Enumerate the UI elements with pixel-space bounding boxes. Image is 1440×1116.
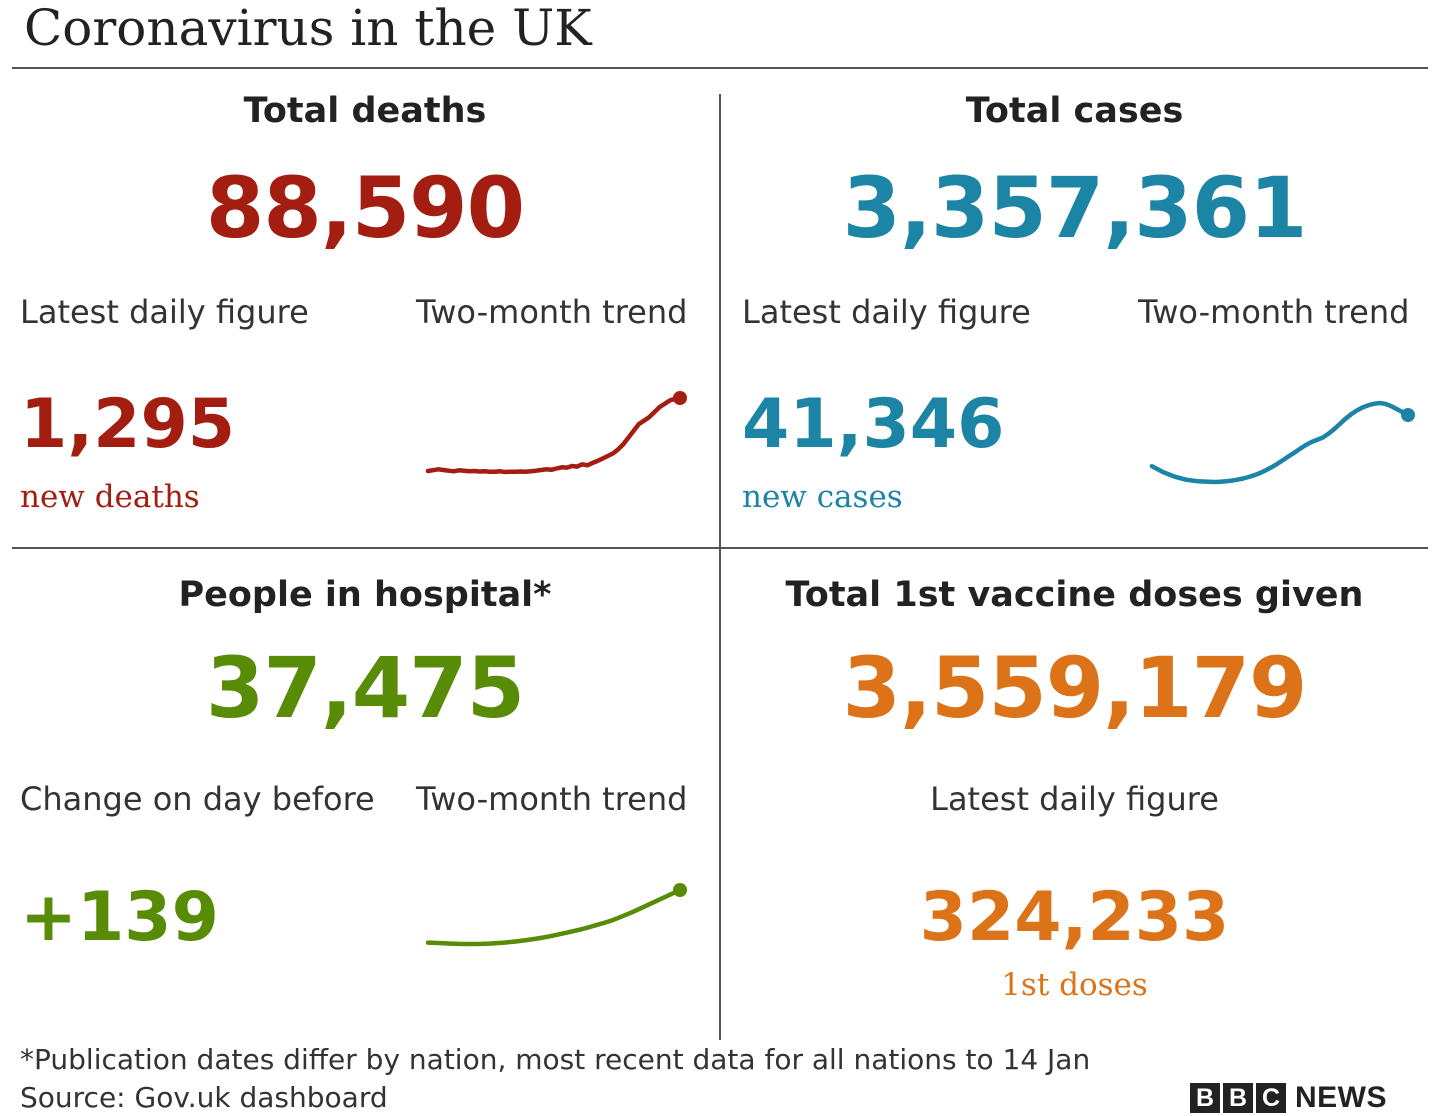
bbc-news-logo: B B C NEWS bbox=[1190, 1081, 1387, 1115]
cases-trend-line bbox=[1149, 400, 1411, 485]
deaths-title: Total deaths bbox=[243, 91, 487, 131]
hospital-trend-label: Two-month trend bbox=[416, 780, 688, 818]
deaths-daily-unit: new deaths bbox=[20, 479, 200, 515]
bbc-logo-letter: B bbox=[1190, 1083, 1220, 1113]
vaccine-daily-label: Latest daily figure bbox=[930, 780, 1219, 818]
source-line: Source: Gov.uk dashboard bbox=[20, 1081, 388, 1114]
deaths-trend-label: Two-month trend bbox=[416, 293, 688, 331]
header-divider bbox=[12, 67, 1428, 69]
vaccine-daily-unit: 1st doses bbox=[1001, 967, 1148, 1003]
deaths-daily-value: 1,295 bbox=[20, 385, 236, 464]
deaths-trend-line bbox=[425, 395, 683, 475]
page-title: Coronavirus in the UK bbox=[24, 0, 592, 57]
deaths-total: 88,590 bbox=[205, 159, 525, 257]
horizontal-divider bbox=[12, 547, 1428, 549]
vertical-divider bbox=[719, 94, 721, 1040]
hospital-title: People in hospital* bbox=[178, 575, 552, 615]
deaths-daily-label: Latest daily figure bbox=[20, 293, 309, 331]
cases-daily-value: 41,346 bbox=[742, 385, 1005, 464]
cases-trend-chart bbox=[1149, 400, 1415, 485]
bbc-logo-news: NEWS bbox=[1295, 1081, 1387, 1114]
hospital-trend-endpoint bbox=[673, 883, 687, 897]
cases-trend-label: Two-month trend bbox=[1138, 293, 1410, 331]
hospital-trend-line bbox=[425, 887, 683, 947]
hospital-daily-value: +139 bbox=[20, 878, 219, 957]
cases-daily-label: Latest daily figure bbox=[742, 293, 1031, 331]
footnote: *Publication dates differ by nation, mos… bbox=[20, 1043, 1091, 1076]
vaccine-daily-value: 324,233 bbox=[919, 878, 1230, 957]
deaths-trend-endpoint bbox=[673, 391, 687, 405]
hospital-daily-label: Change on day before bbox=[20, 780, 375, 818]
cases-trend-endpoint bbox=[1401, 408, 1415, 422]
cases-title: Total cases bbox=[965, 91, 1184, 131]
hospital-trend-chart bbox=[425, 883, 687, 947]
cases-daily-unit: new cases bbox=[742, 479, 903, 515]
vaccine-total: 3,559,179 bbox=[842, 639, 1308, 737]
deaths-trend-chart bbox=[425, 391, 687, 475]
vaccine-title: Total 1st vaccine doses given bbox=[785, 575, 1364, 615]
bbc-logo-letter: C bbox=[1256, 1083, 1286, 1113]
bbc-logo-letter: B bbox=[1223, 1083, 1253, 1113]
cases-total: 3,357,361 bbox=[842, 159, 1308, 257]
hospital-total: 37,475 bbox=[205, 639, 525, 737]
